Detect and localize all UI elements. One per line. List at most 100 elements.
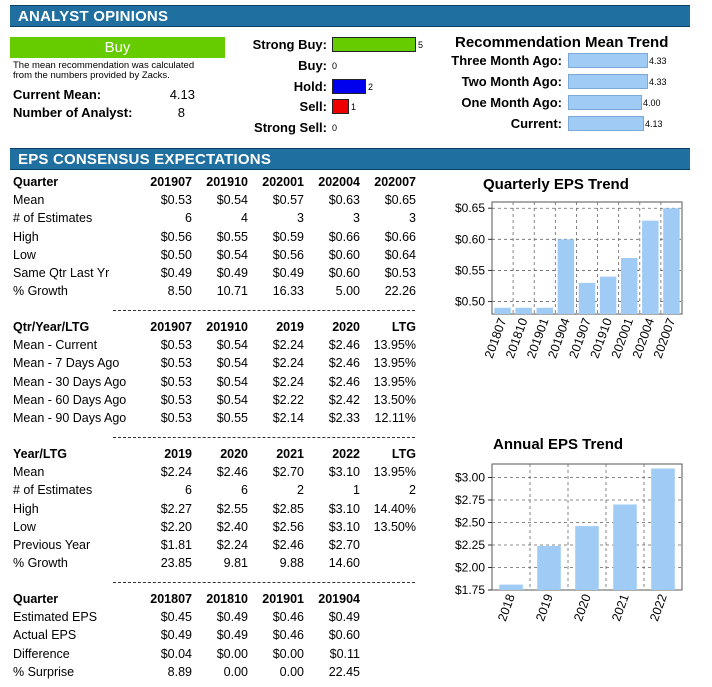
table-cell: 16.33 [272, 284, 304, 299]
table-cell: $0.53 [160, 338, 192, 353]
table-cell: 0.00 [223, 664, 248, 679]
num-analyst-value: 8 [177, 105, 185, 120]
table-cell: 6 [185, 211, 192, 226]
rating-row-label: Strong Sell: [254, 120, 327, 135]
table-cell: 8.89 [167, 664, 192, 679]
table-header-cell: 2022 [332, 447, 360, 461]
table-cell: 13.95% [373, 356, 416, 371]
table-header-cell: 202001 [262, 175, 304, 189]
table-cell: $0.56 [272, 247, 304, 262]
table-cell: $2.46 [328, 356, 360, 371]
rating-badge: Buy [10, 37, 225, 58]
table-header-cell: 201910 [206, 175, 248, 189]
table-cell: 13.95% [373, 465, 416, 480]
annual-eps-chart: $1.75 $2.00 $2.25 $2.50 $2.75 $3.00 2018 2019 20… [455, 463, 683, 623]
table-cell: $2.20 [160, 519, 192, 534]
rating-row-label: Strong Buy: [252, 37, 327, 52]
table-cell: 9.88 [279, 556, 304, 571]
table-cell: 3 [409, 211, 416, 226]
table-cell: $2.70 [272, 465, 304, 480]
table-cell: $2.56 [272, 519, 304, 534]
table-cell: $1.81 [160, 538, 192, 552]
mean-trend-label: Two Month Ago: [461, 74, 562, 89]
table-cell: 13.50% [373, 519, 416, 534]
table-row-label: Mean [13, 193, 45, 208]
table-cell: $0.66 [384, 229, 416, 244]
table-cell: $2.24 [160, 465, 192, 480]
table-cell: $0.53 [160, 193, 192, 208]
table-row-label: Mean [13, 465, 45, 480]
mean-trend-value: 4.33 [649, 56, 667, 66]
rating-count: 0 [332, 61, 338, 71]
bar [620, 258, 638, 314]
table-cell: $0.00 [272, 646, 304, 661]
table-cell: $0.60 [328, 247, 360, 262]
table-cell: 13.95% [373, 338, 416, 353]
analyst-opinions-title: ANALYST OPINIONS [18, 8, 169, 25]
table-cell: 3 [353, 211, 360, 226]
rating-count: 2 [368, 82, 374, 92]
table-cell: $0.54 [216, 247, 248, 262]
num-analyst-label: Number of Analyst: [13, 105, 133, 120]
table-cell: 5.00 [335, 284, 360, 299]
x-tick-label: 2020 [571, 592, 594, 623]
table-header-cell: 201907 [150, 320, 192, 334]
table-cell: $0.54 [216, 374, 248, 389]
table-cell: 14.40% [373, 501, 416, 516]
table-cell: $0.46 [272, 628, 304, 643]
table-header-cell: 201910 [206, 320, 248, 334]
bar [613, 504, 637, 590]
rating-row-label: Hold: [293, 79, 327, 94]
table-cell: $0.49 [160, 628, 192, 643]
table-row-label: High [13, 501, 39, 516]
y-tick-label: $2.75 [455, 493, 485, 507]
table-cell: $0.49 [328, 610, 360, 625]
table-cell: 9.81 [223, 556, 248, 571]
table-row-label: Actual EPS [13, 628, 77, 643]
table-cell: $2.40 [216, 519, 248, 534]
table-cell: $0.56 [160, 229, 192, 244]
table-row-label: Difference [13, 646, 70, 661]
table-header-cell: 2019 [164, 447, 192, 461]
table-row-label: Mean - Current [13, 338, 98, 353]
table-header-cell: 2021 [276, 447, 304, 461]
table-cell: 6 [241, 483, 248, 498]
table-cell: $0.54 [216, 193, 248, 208]
table-row-label: % Growth [13, 284, 68, 299]
table-header-cell: 202004 [318, 175, 360, 189]
y-tick-label: $2.25 [455, 538, 485, 552]
table-cell: $0.66 [328, 229, 360, 244]
table-cell: $0.50 [160, 247, 192, 262]
table-header-cell: 201904 [318, 592, 360, 606]
rating-count: 0 [332, 123, 338, 133]
table-cell: 2 [409, 483, 416, 498]
table-cell: $2.46 [272, 538, 304, 552]
x-tick-label: 2021 [609, 592, 632, 623]
table-cell: $0.60 [328, 266, 360, 280]
rating-row-label: Sell: [299, 99, 327, 114]
table-row-label: Same Qtr Last Yr [13, 266, 110, 280]
bar [599, 276, 617, 314]
table-cell: 2 [297, 483, 304, 498]
mean-note: The mean recommendation was calculated f… [13, 61, 194, 81]
table-cell: $0.60 [328, 628, 360, 643]
current-mean-value: 4.13 [169, 87, 195, 102]
table-cell: $3.10 [328, 501, 360, 516]
table-row-label: % Surprise [13, 664, 75, 679]
x-tick-label: 2022 [647, 592, 670, 623]
mean-trend-bar [568, 95, 642, 110]
table-cell: $0.57 [272, 193, 304, 208]
table-cell: $2.42 [328, 392, 360, 407]
table-cell: $0.04 [160, 646, 192, 661]
eps-consensus-title: EPS CONSENSUS EXPECTATIONS [18, 151, 272, 168]
mean-trend-label: Current: [510, 116, 562, 131]
table-cell: $2.14 [272, 411, 304, 425]
table-cell: 23.85 [160, 556, 192, 571]
table-header-cell: 2019 [276, 320, 304, 334]
rating-label: Buy [104, 39, 131, 56]
table-cell: 13.50% [373, 392, 416, 407]
y-tick-label: $0.65 [455, 201, 485, 215]
table-cell: $0.53 [160, 411, 192, 425]
y-tick-label: $0.50 [455, 295, 485, 309]
table-row-label: % Growth [13, 556, 68, 571]
